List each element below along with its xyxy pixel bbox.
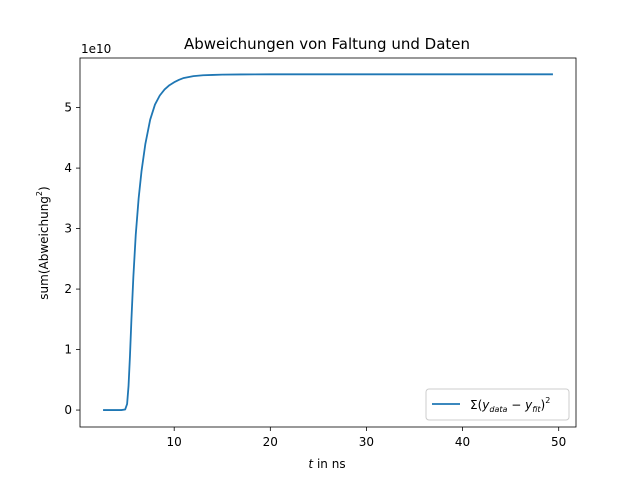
y-axis-label: sum(Abweichung2) — [35, 186, 51, 299]
x-tick-label: 30 — [359, 435, 374, 449]
y-tick-label: 1 — [64, 343, 72, 357]
x-axis-label: t in ns — [308, 457, 345, 471]
legend: Σ(ydata − yfit)2 — [425, 388, 570, 421]
legend-sub1: data — [489, 405, 507, 414]
y-axis-label-base: sum(Abweichung — [37, 196, 51, 300]
y-tick-label: 4 — [64, 161, 72, 175]
x-axis-ticks: 10 20 30 40 50 — [167, 427, 566, 449]
series-line — [103, 73, 553, 411]
chart-title: Abweichungen von Faltung und Daten — [184, 35, 470, 53]
y-axis-offset-label: 1e10 — [81, 42, 111, 56]
legend-label: Σ(ydata − yfit)2 — [470, 396, 550, 414]
y-axis-ticks: 0 1 2 3 4 5 — [64, 101, 80, 417]
legend-close: ) — [541, 398, 546, 412]
legend-y2: y — [524, 398, 533, 412]
legend-minus: − — [507, 398, 525, 412]
y-tick-label: 2 — [64, 282, 72, 296]
legend-sub2: fit — [532, 405, 541, 414]
y-axis-label-sup: 2 — [35, 191, 44, 196]
y-tick-label: 3 — [64, 222, 72, 236]
y-tick-label: 0 — [64, 403, 72, 417]
y-tick-label: 5 — [64, 101, 72, 115]
x-tick-label: 20 — [263, 435, 278, 449]
legend-sup: 2 — [545, 396, 550, 405]
y-axis-label-close: ) — [37, 186, 51, 191]
x-tick-label: 50 — [551, 435, 566, 449]
series-layer — [103, 73, 553, 411]
x-axis-label-unit: in ns — [313, 457, 345, 471]
legend-frame — [425, 388, 570, 421]
axes-frame — [79, 57, 577, 428]
legend-sigma: Σ( — [470, 398, 482, 412]
x-tick-label: 40 — [455, 435, 470, 449]
x-tick-label: 10 — [167, 435, 182, 449]
x-axis-label-variable: t — [308, 457, 314, 471]
legend-y1: y — [481, 398, 490, 412]
